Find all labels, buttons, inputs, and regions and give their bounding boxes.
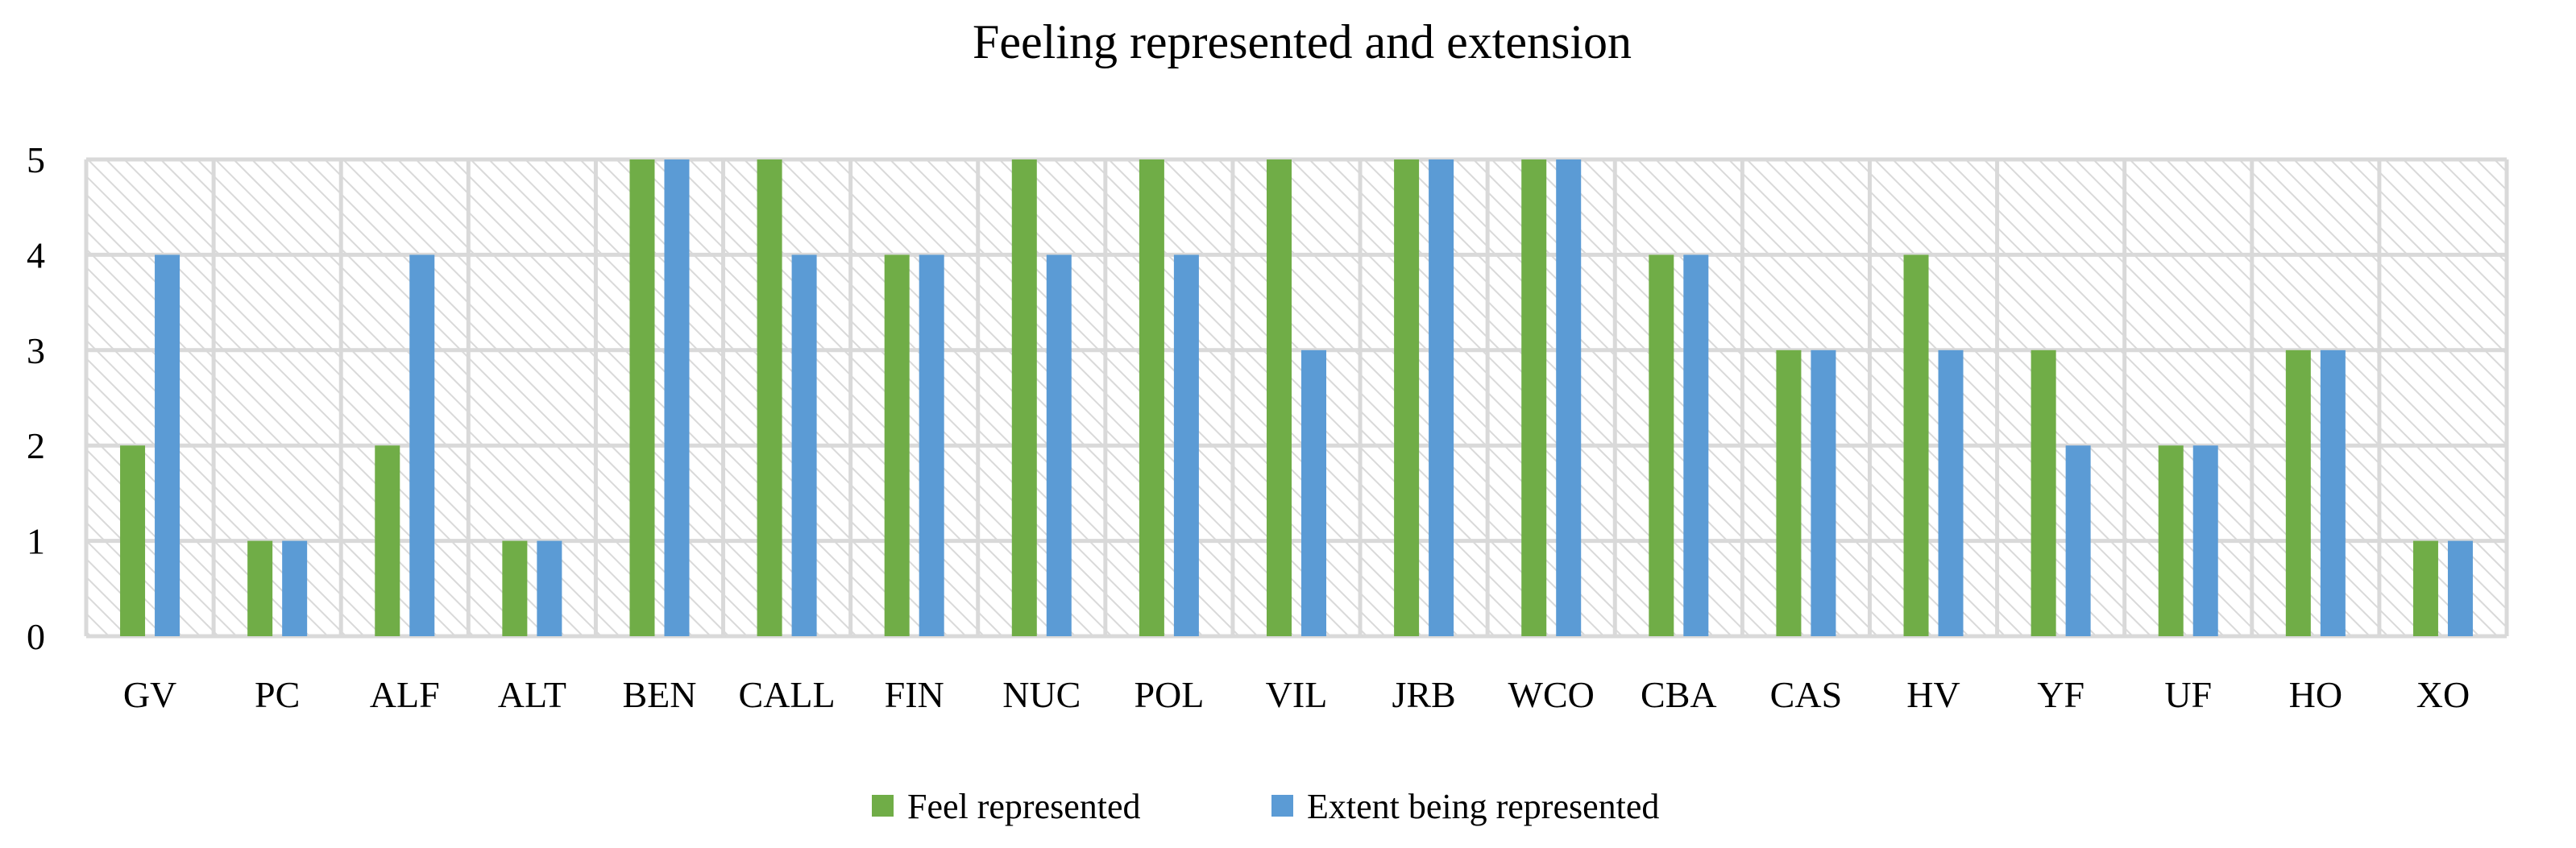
bar-feel-represented-cba: [1649, 254, 1674, 636]
bar-extent-being-represented-cba: [1683, 254, 1709, 636]
bar-feel-represented-call: [757, 159, 782, 636]
y-tick-label: 1: [27, 521, 45, 562]
bar-extent-being-represented-ho: [2320, 350, 2346, 636]
plot-area: [86, 159, 2507, 636]
bar-extent-being-represented-pc: [282, 540, 308, 636]
bar-feel-represented-wco: [1521, 159, 1547, 636]
bars: [120, 159, 2473, 636]
gridlines: [84, 157, 2509, 639]
bar-extent-being-represented-cas: [1811, 350, 1836, 636]
bar-extent-being-represented-ben: [664, 159, 690, 636]
bar-feel-represented-yf: [2031, 350, 2056, 636]
y-axis: 0 1 2 3 4 5: [27, 139, 45, 657]
bar-extent-being-represented-alt: [537, 540, 562, 636]
chart-title: Feeling represented and extension: [973, 15, 1632, 68]
bar-feel-represented-alf: [375, 445, 400, 636]
bar-feel-represented-cas: [1776, 350, 1802, 636]
y-tick-label: 4: [27, 234, 45, 275]
bar-extent-being-represented-alf: [409, 254, 435, 636]
y-tick-label: 0: [27, 616, 45, 657]
y-tick-label: 3: [27, 330, 45, 371]
bar-extent-being-represented-gv: [155, 254, 180, 636]
bar-feel-represented-vil: [1267, 159, 1292, 636]
x-tick-label: CBA: [1641, 674, 1717, 715]
bar-feel-represented-gv: [120, 445, 146, 636]
x-tick-label: HV: [1906, 674, 1960, 715]
bar-extent-being-represented-jrb: [1429, 159, 1454, 636]
x-axis: GV PC ALF ALT BEN CALL FIN NUC POL VIL JRB WCO CBA CA…: [123, 674, 2470, 715]
bar-extent-being-represented-xo: [2447, 540, 2473, 636]
bar-extent-being-represented-wco: [1556, 159, 1582, 636]
x-tick-label: FIN: [885, 674, 944, 715]
bar-feel-represented-alt: [502, 540, 528, 636]
x-tick-label: NUC: [1002, 674, 1081, 715]
bar-feel-represented-ben: [629, 159, 655, 636]
bar-extent-being-represented-uf: [2192, 445, 2218, 636]
x-tick-label: POL: [1134, 674, 1204, 715]
bar-feel-represented-pol: [1139, 159, 1164, 636]
legend-label: Extent being represented: [1307, 787, 1659, 826]
x-tick-label: PC: [255, 674, 300, 715]
x-tick-label: ALT: [498, 674, 566, 715]
bar-feel-represented-pc: [247, 540, 273, 636]
bar-extent-being-represented-yf: [2065, 445, 2091, 636]
x-tick-label: UF: [2164, 674, 2212, 715]
bar-extent-being-represented-nuc: [1046, 254, 1072, 636]
x-tick-label: GV: [123, 674, 176, 715]
x-tick-label: YF: [2037, 674, 2084, 715]
x-tick-label: CALL: [739, 674, 836, 715]
bar-extent-being-represented-call: [791, 254, 817, 636]
bar-extent-being-represented-vil: [1301, 350, 1326, 636]
y-tick-label: 2: [27, 425, 45, 466]
legend: Feel represented Extent being represented: [872, 787, 1659, 826]
bar-feel-represented-xo: [2412, 540, 2438, 636]
x-tick-label: CAS: [1770, 674, 1842, 715]
bar-feel-represented-uf: [2158, 445, 2184, 636]
bar-feel-represented-fin: [884, 254, 910, 636]
bar-extent-being-represented-hv: [1938, 350, 1964, 636]
x-tick-label: ALF: [370, 674, 440, 715]
legend-swatch: [1271, 795, 1293, 817]
legend-label: Feel represented: [907, 787, 1141, 826]
bar-feel-represented-nuc: [1011, 159, 1037, 636]
bar-extent-being-represented-pol: [1173, 254, 1199, 636]
x-tick-label: XO: [2416, 674, 2470, 715]
bar-feel-represented-hv: [1903, 254, 1929, 636]
legend-swatch: [872, 795, 894, 817]
x-tick-label: JRB: [1392, 674, 1455, 715]
bar-feel-represented-jrb: [1394, 159, 1420, 636]
x-tick-label: HO: [2289, 674, 2342, 715]
y-tick-label: 5: [27, 139, 45, 180]
bar-extent-being-represented-fin: [919, 254, 944, 636]
bar-feel-represented-ho: [2285, 350, 2311, 636]
x-tick-label: BEN: [622, 674, 696, 715]
x-tick-label: WCO: [1508, 674, 1595, 715]
x-tick-label: VIL: [1266, 674, 1328, 715]
